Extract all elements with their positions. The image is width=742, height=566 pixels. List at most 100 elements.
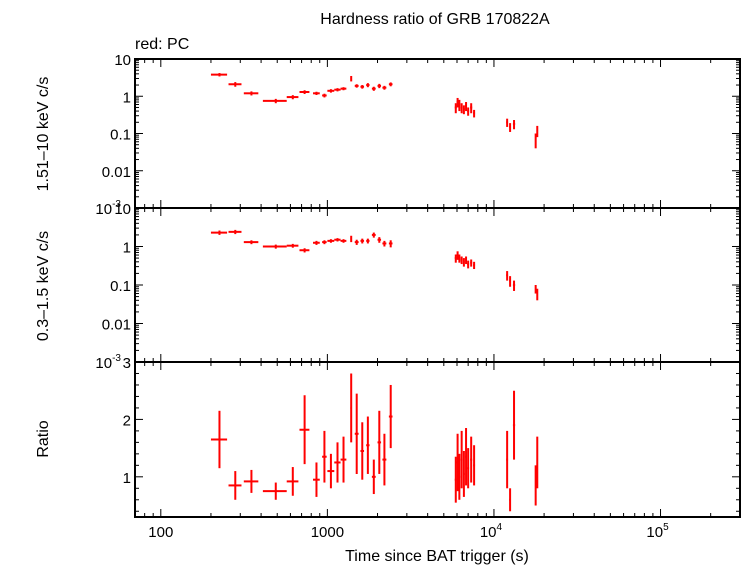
x-axis-label: Time since BAT trigger (s) bbox=[345, 548, 529, 565]
x-tick-label: 104 bbox=[480, 522, 503, 541]
panel-soft-data-point bbox=[334, 238, 341, 242]
panel-hard-data-point bbox=[299, 90, 310, 94]
panel-soft-data-point bbox=[465, 256, 468, 265]
panel-soft-data-point bbox=[243, 240, 259, 245]
panel-hard-data-point bbox=[228, 82, 242, 87]
panel-hard-data-point bbox=[354, 84, 359, 88]
panel-soft-data-point bbox=[509, 276, 512, 287]
panel-ratio-data-point bbox=[509, 488, 512, 512]
panel-ratio-data-point bbox=[388, 384, 393, 449]
panel-ratio-data-point bbox=[360, 422, 365, 480]
panel-soft-data-point bbox=[354, 239, 359, 245]
panel-soft-data-point bbox=[467, 260, 470, 269]
panel-hard-data-point bbox=[334, 88, 341, 92]
panel-soft-data-point bbox=[456, 251, 459, 260]
panel-hard-ylabel: 1.51–10 keV c/s bbox=[35, 77, 52, 192]
panel-hard-data-point bbox=[327, 89, 335, 93]
chart-title: Hardness ratio of GRB 170822A bbox=[320, 11, 550, 28]
panel-hard-data-point bbox=[512, 120, 516, 130]
panel-soft-data-point bbox=[340, 239, 347, 243]
panel-soft-ylabel: 0.3–1.5 keV c/s bbox=[35, 231, 52, 341]
panel-hard-data-point bbox=[506, 118, 509, 127]
panel-hard-data-point bbox=[460, 103, 463, 114]
panel-soft-data-point bbox=[371, 232, 376, 238]
panel-soft-data-point bbox=[462, 258, 465, 267]
panel-ratio-data-point bbox=[536, 436, 539, 489]
x-tick-label: 1000 bbox=[311, 524, 344, 541]
panel-ratio-data-point bbox=[334, 442, 341, 483]
panel-soft-ytick-label: 0.01 bbox=[102, 317, 131, 334]
panel-ratio-data-point bbox=[371, 459, 376, 495]
panel-soft-ytick-label: 10 bbox=[114, 201, 131, 218]
panel-hard-data-point bbox=[366, 83, 370, 88]
panel-hard-data-point bbox=[456, 97, 459, 108]
panel-hard-data-point bbox=[382, 85, 387, 90]
panel-hard-data-point bbox=[534, 133, 537, 149]
panel-ratio-data-point bbox=[322, 430, 327, 483]
panel-hard-data-point bbox=[509, 123, 512, 132]
panel-soft-frame bbox=[134, 207, 741, 363]
panel-soft-data-point bbox=[262, 244, 287, 249]
panel-hard-ytick-label: 1 bbox=[123, 89, 131, 106]
panel-hard-data-point bbox=[388, 82, 393, 87]
panel-ratio-data-point bbox=[243, 469, 259, 493]
panel-soft-data-point bbox=[536, 288, 539, 301]
panel-ratio-data-point bbox=[473, 445, 476, 486]
panel-ratio-data-point bbox=[299, 395, 310, 465]
panel-soft-ytick-label: 10-3 bbox=[95, 353, 121, 372]
panel-soft-data-point bbox=[388, 240, 393, 248]
panel-hard-data-point bbox=[458, 99, 461, 112]
panel-ratio-frame bbox=[134, 361, 741, 518]
panel-hard-ytick-label: 0.01 bbox=[102, 164, 131, 181]
legend-label: red: PC bbox=[135, 36, 189, 53]
panel-hard-data-point bbox=[470, 103, 473, 114]
panel-ratio-data-point bbox=[313, 462, 320, 497]
panel-hard-ytick-label: 10-3 bbox=[95, 199, 121, 218]
panel-hard-data-point bbox=[473, 109, 476, 118]
panel-ratio-data-point bbox=[366, 416, 370, 474]
panel-soft-data-point bbox=[366, 238, 370, 244]
panel-ratio-data-point bbox=[350, 373, 353, 443]
panel-ratio-ytick-label: 1 bbox=[123, 470, 131, 487]
panel-hard-frame bbox=[134, 58, 741, 209]
panel-hard-ytick-label: 0.1 bbox=[110, 127, 131, 144]
panel-hard-data-point bbox=[313, 91, 320, 96]
panel-ratio-data-point bbox=[470, 436, 473, 483]
panel-ratio-ylabel: Ratio bbox=[35, 420, 52, 457]
panel-hard-data-point bbox=[322, 93, 327, 98]
panel-ratio-data-point bbox=[467, 448, 470, 489]
panel-ratio-data-point bbox=[460, 430, 463, 489]
panel-soft-data-point bbox=[460, 256, 463, 265]
panel-soft-data-point bbox=[327, 239, 335, 243]
panel-soft-data-point bbox=[382, 240, 387, 247]
panel-hard-data-point bbox=[360, 85, 365, 89]
panel-ratio-data-point bbox=[465, 428, 468, 486]
panel-hard-data-point bbox=[371, 86, 376, 91]
panel-soft-ytick-label: 1 bbox=[123, 240, 131, 257]
panel-hard-data-point bbox=[262, 98, 287, 104]
panel-hard-data-point bbox=[536, 125, 539, 138]
panel-hard-data-point bbox=[467, 107, 470, 116]
panel-ratio-data-point bbox=[327, 453, 335, 489]
panel-soft-data-point bbox=[299, 248, 310, 253]
panel-soft-data-point bbox=[506, 271, 509, 281]
panel-ratio-data-point bbox=[456, 433, 459, 492]
panel-hard-data-point bbox=[462, 105, 465, 115]
panel-ratio-data-point bbox=[382, 433, 387, 486]
panel-ratio-data-point bbox=[228, 471, 242, 500]
panel-ratio-data-point bbox=[506, 430, 509, 489]
panel-soft-data-point bbox=[534, 285, 537, 294]
panel-soft-data-point bbox=[210, 230, 228, 235]
panel-soft-data-point bbox=[350, 235, 353, 243]
panel-soft-data-point bbox=[322, 240, 327, 245]
panel-soft-data-point bbox=[360, 238, 365, 244]
panel-ratio-data-point bbox=[262, 482, 287, 500]
panel-hard-data-point bbox=[350, 75, 353, 82]
panel-ratio-data-point bbox=[210, 410, 228, 469]
panel-hard-data-point bbox=[210, 73, 228, 77]
panel-ratio-data-point bbox=[354, 393, 359, 474]
panel-hard-data-point bbox=[340, 87, 347, 91]
x-tick-label: 100 bbox=[148, 524, 173, 541]
